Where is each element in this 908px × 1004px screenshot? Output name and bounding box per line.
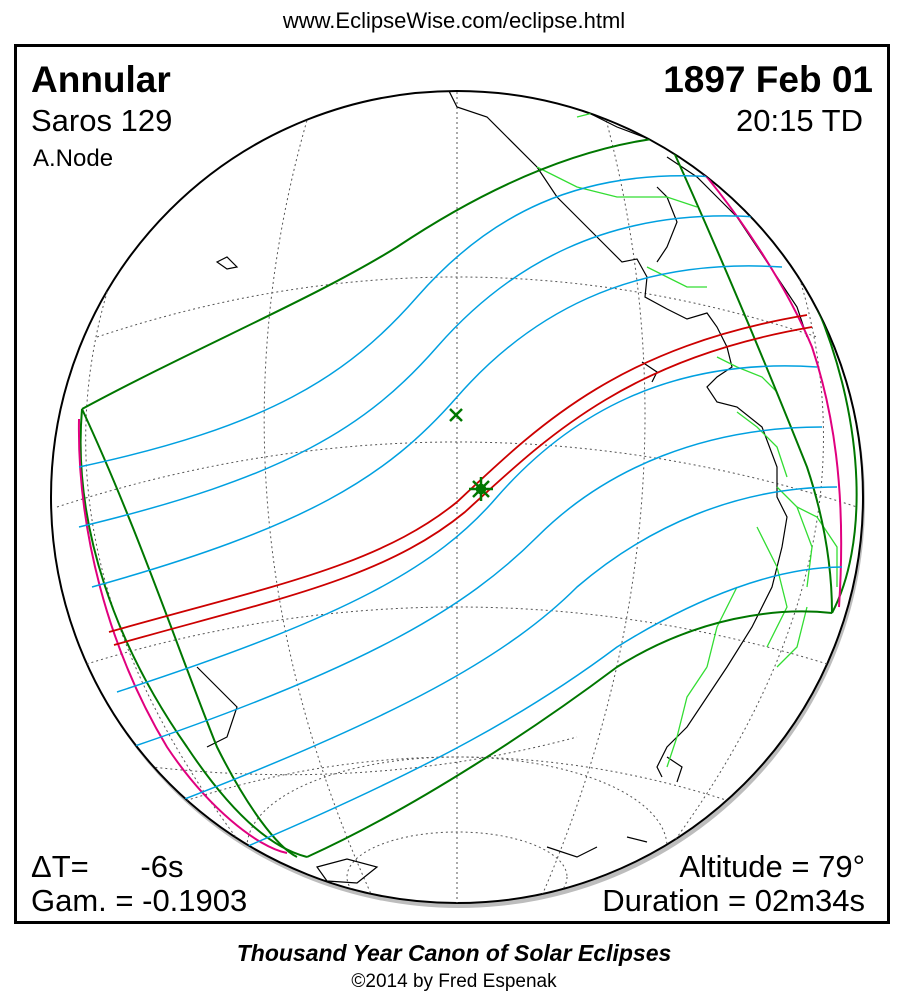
canon-title: Thousand Year Canon of Solar Eclipses xyxy=(236,940,672,966)
eclipse-time: 20:15 TD xyxy=(736,103,863,138)
copyright: ©2014 by Fred Espenak xyxy=(351,971,557,992)
green-star-icon xyxy=(469,477,493,501)
gamma: Gam. = -0.1903 xyxy=(31,883,248,918)
eclipse-date: 1897 Feb 01 xyxy=(663,59,873,100)
eclipse-duration: Duration = 02m34s xyxy=(602,883,865,918)
orbital-node: A.Node xyxy=(33,145,114,172)
eclipse-type: Annular xyxy=(31,59,171,100)
green-cross-icon xyxy=(449,408,463,422)
saros-number: Saros 129 xyxy=(31,103,173,138)
sun-altitude: Altitude = 79° xyxy=(679,849,865,884)
site-url[interactable]: www.EclipseWise.com/eclipse.html xyxy=(282,8,626,33)
globe-map xyxy=(50,90,865,908)
delta-t: ΔT= -6s xyxy=(31,849,184,884)
eclipse-map-frame: Annular 1897 Feb 01 Saros 129 20:15 TD A… xyxy=(14,44,890,924)
magnitude-isolines xyxy=(78,175,843,858)
central-annular-path xyxy=(108,314,813,646)
rise-set-curves xyxy=(77,142,843,854)
